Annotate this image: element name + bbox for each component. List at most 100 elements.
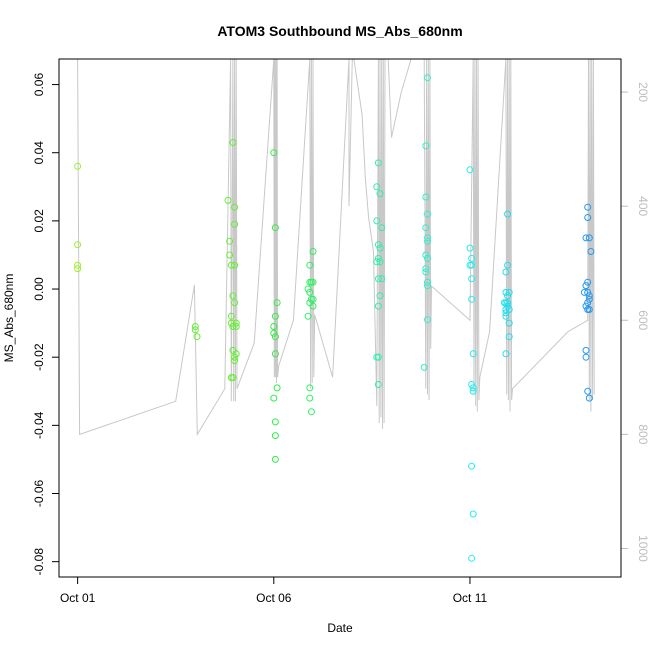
data-point (373, 258, 381, 266)
data-point (585, 292, 593, 300)
data-point (584, 299, 592, 307)
data-point (422, 142, 430, 150)
data-point (231, 299, 239, 307)
data-point (504, 292, 512, 300)
data-point (271, 418, 279, 426)
depth-tick-label: 800 (636, 424, 650, 444)
data-point (580, 288, 588, 296)
data-point (378, 224, 386, 232)
depth-track-line (77, 59, 595, 437)
data-point (304, 312, 312, 320)
data-point (504, 210, 512, 218)
data-point (504, 302, 512, 310)
y-axis-label: MS_Abs_680nm (2, 274, 16, 363)
data-point (584, 387, 592, 395)
data-point (224, 196, 232, 204)
data-point (466, 244, 474, 252)
data-point (374, 381, 382, 388)
data-point (584, 278, 592, 286)
data-point (74, 261, 82, 269)
data-point (306, 394, 314, 402)
data-point (270, 323, 278, 330)
y-tick-label: 0.04 (32, 141, 46, 165)
data-point (422, 265, 430, 273)
data-point (374, 302, 382, 310)
data-point (582, 234, 590, 242)
data-point (505, 288, 513, 296)
data-point (468, 254, 476, 262)
data-point (469, 387, 477, 395)
data-point (505, 319, 513, 327)
data-point (231, 353, 239, 361)
data-point (424, 74, 431, 82)
data-point (271, 432, 279, 440)
data-point (231, 357, 239, 365)
data-point (229, 374, 237, 382)
x-tick-label: Oct 01 (60, 591, 96, 605)
data-point (232, 319, 240, 327)
data-point (466, 261, 474, 269)
depth-tick-label: 1000 (636, 535, 650, 562)
depth-tick-label: 600 (636, 310, 650, 330)
data-point (585, 234, 593, 242)
data-point (424, 282, 431, 290)
data-point (229, 292, 237, 300)
data-point (376, 190, 384, 198)
data-point (376, 258, 384, 266)
data-point (306, 299, 314, 307)
data-point (469, 510, 477, 518)
data-point (582, 346, 590, 354)
plot-frame (58, 58, 622, 578)
data-point (502, 350, 510, 358)
data-point (469, 350, 477, 358)
data-point (587, 248, 595, 255)
chart-title: ATOM3 Southbound MS_Abs_680nm (217, 23, 462, 39)
data-point (74, 162, 82, 170)
data-point (193, 333, 201, 341)
data-point (420, 363, 428, 371)
data-point (468, 295, 476, 303)
data-point (466, 166, 474, 174)
data-point (306, 261, 314, 269)
y-tick-label: -0.02 (32, 343, 46, 371)
data-point (584, 214, 592, 221)
depth-track-layer (77, 59, 595, 437)
data-point (226, 237, 234, 245)
data-point (374, 353, 382, 361)
data-point (378, 275, 386, 283)
data-point (227, 312, 235, 320)
data-point (376, 292, 384, 300)
depth-tick-label: 200 (636, 82, 650, 102)
data-point (585, 295, 593, 303)
data-point (226, 251, 234, 259)
data-point (270, 329, 278, 337)
data-point (227, 319, 235, 327)
data-point (270, 394, 278, 402)
data-point (270, 149, 278, 157)
data-point (468, 462, 476, 470)
data-point (424, 234, 431, 242)
data-point (424, 237, 431, 245)
data-point (422, 251, 430, 259)
data-point (309, 248, 317, 255)
x-tick-label: Oct 11 (453, 591, 488, 605)
data-point (271, 333, 279, 341)
data-point (502, 306, 510, 313)
data-point (585, 394, 593, 402)
data-point (373, 183, 381, 191)
data-point (374, 241, 382, 249)
data-point (232, 350, 240, 358)
data-point (422, 268, 430, 276)
data-point (271, 350, 279, 358)
data-point (309, 278, 317, 286)
y-tick-label: 0.06 (32, 73, 46, 97)
data-point (227, 261, 235, 269)
data-point (376, 244, 384, 252)
data-point (373, 217, 381, 225)
data-point (271, 455, 279, 463)
data-point (468, 275, 476, 283)
y-tick-label: -0.06 (32, 480, 46, 508)
data-point (271, 312, 279, 320)
depth-tick-label: 400 (636, 196, 650, 216)
